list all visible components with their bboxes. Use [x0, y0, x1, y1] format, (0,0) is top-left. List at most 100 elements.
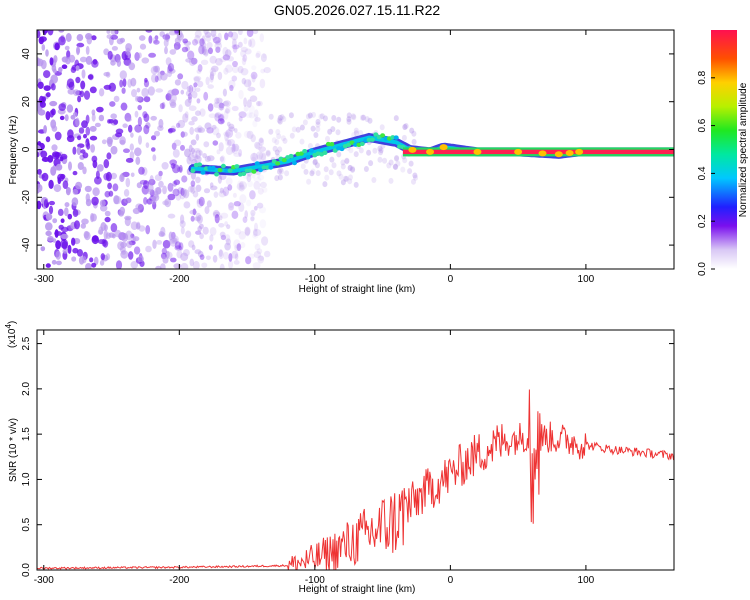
spectrogram-noise-blob: [51, 259, 57, 265]
spectrogram-noise-blob: [195, 149, 201, 160]
spectrogram-noise-blob: [225, 146, 234, 155]
spectrogram-x-tick-label: 0: [448, 274, 454, 285]
spectrogram-noise-blob: [327, 128, 333, 135]
spectrogram-noise-blob: [154, 130, 160, 137]
spectrogram-noise-blob: [76, 146, 82, 156]
spectrogram-noise-blob: [372, 147, 378, 154]
spectrogram-noise-blob: [216, 149, 221, 155]
spectrogram-noise-blob: [91, 113, 96, 122]
spectrogram-noise-blob: [143, 113, 150, 122]
spectrogram-noise-blob: [141, 57, 150, 64]
spectrogram-noise-blob: [213, 101, 221, 108]
spectrogram-noise-blob: [129, 143, 134, 151]
spectrogram-noise-blob: [257, 100, 263, 107]
spectrogram-noise-blob: [148, 52, 157, 58]
spectrogram-noise-blob: [45, 230, 52, 237]
spectrogram-noise-blob: [363, 166, 369, 172]
spectrogram-noise-blob: [53, 184, 62, 193]
spectrogram-noise-blob: [212, 209, 220, 219]
spectrogram-noise-blob: [199, 223, 204, 229]
spectrogram-noise-blob: [393, 115, 399, 122]
spectrogram-noise-blob: [172, 164, 180, 174]
spectrogram-noise-blob: [195, 110, 201, 116]
spectrogram-noise-blob: [172, 149, 180, 158]
snr-y-tick-label: 1.5: [21, 427, 32, 441]
spectrogram-noise-blob: [288, 112, 294, 119]
spectrogram-noise-blob: [152, 193, 160, 202]
spectrogram-noise-blob: [169, 93, 177, 103]
spectrogram-noise-blob: [122, 123, 128, 128]
spectrogram-noise-blob: [186, 86, 192, 92]
spectrogram-noise-blob: [207, 84, 214, 89]
spectrogram-noise-blob: [228, 123, 235, 130]
spectrogram-noise-blob: [175, 122, 181, 129]
spectrogram-noise-blob: [203, 30, 209, 35]
ridge-blob: [210, 165, 216, 171]
spectrogram-noise-blob: [246, 30, 254, 38]
spectrogram-noise-blob: [305, 113, 311, 120]
spectrogram-noise-blob: [178, 242, 184, 251]
spectrogram-noise-blob: [86, 35, 93, 45]
spectrogram-noise-blob: [110, 60, 116, 66]
spectrogram-noise-blob: [194, 249, 202, 255]
spectrogram-signal-track: [188, 132, 674, 177]
spectrogram-noise-blob: [64, 114, 69, 122]
spectrogram-noise-blob: [121, 233, 129, 242]
spectrogram-noise-blob: [222, 88, 227, 97]
spectrogram-noise-blob: [203, 91, 209, 101]
spectrogram-noise-blob: [168, 238, 177, 244]
spectrogram-noise-blob: [109, 101, 116, 107]
spectrogram-noise-blob: [228, 31, 234, 38]
spectrogram-noise-blob: [82, 166, 87, 175]
spectrogram-noise-blob: [128, 62, 136, 71]
spectrogram-noise-blob: [143, 124, 150, 135]
spectrogram-noise-blob: [137, 104, 142, 111]
spectrogram-noise-blob: [346, 116, 352, 123]
spectrogram-noise-blob: [62, 248, 69, 254]
spectrogram-noise-blob: [204, 31, 212, 38]
spectrogram-noise-blob: [177, 187, 184, 195]
spectrogram-noise-blob: [358, 147, 364, 154]
spectrogram-noise-blob: [81, 69, 86, 79]
spectrogram-noise-blob: [71, 256, 77, 262]
spectrogram-noise-blob: [203, 49, 209, 57]
spectrogram-noise-blob: [60, 233, 69, 239]
spectrogram-noise-blob: [225, 129, 234, 138]
spectrogram-noise-blob: [52, 68, 58, 74]
spectrogram-noise-blob: [361, 114, 366, 121]
spectrogram-noise-blob: [250, 134, 256, 143]
spectrogram-noise-blob: [255, 50, 262, 58]
spectrogram-noise-blob: [222, 101, 229, 107]
spectrogram-noise-blob: [217, 118, 225, 125]
spectrogram-noise-blob: [195, 87, 201, 93]
spectrogram-noise-blob: [199, 108, 206, 117]
spectrogram-noise-blob: [240, 242, 246, 249]
spectrogram-noise-blob: [195, 176, 201, 184]
snr-y-tick-label: 2.0: [21, 381, 32, 395]
spectrogram-noise-blob: [201, 262, 208, 268]
spectrogram-y-tick-label: -20: [21, 190, 32, 205]
spectrogram-noise-blob: [222, 46, 229, 57]
spectrogram-noise-blob: [136, 87, 141, 93]
spectrogram-noise-blob: [279, 114, 285, 121]
spectrogram-noise-blob: [51, 83, 56, 91]
spectrogram-noise-blob: [191, 147, 195, 154]
spectrogram-noise-blob: [49, 100, 58, 107]
spectrogram-noise-blob: [159, 102, 165, 110]
spectrogram-noise-blob: [226, 56, 234, 62]
spectrogram-noise-blob: [212, 126, 220, 136]
spectrogram-noise-blob: [262, 53, 267, 59]
spectrogram-noise-blob: [110, 172, 118, 180]
spectrogram-noise-blob: [218, 190, 227, 198]
spectrogram-noise-blob: [192, 190, 199, 198]
spectrogram-noise-blob: [371, 177, 377, 183]
spectrogram-noise-blob: [45, 136, 51, 143]
spectrogram-noise-blob: [223, 251, 229, 260]
spectrogram-noise-blob: [41, 96, 46, 103]
spectrogram-noise-blob: [218, 142, 224, 152]
spectrogram-noise-blob: [210, 30, 217, 38]
spectrogram-noise-blob: [203, 46, 209, 56]
spectrogram-noise-blob: [254, 243, 261, 251]
spectrogram-noise-blob: [170, 257, 177, 263]
spectrogram-noise-blob: [223, 67, 229, 75]
